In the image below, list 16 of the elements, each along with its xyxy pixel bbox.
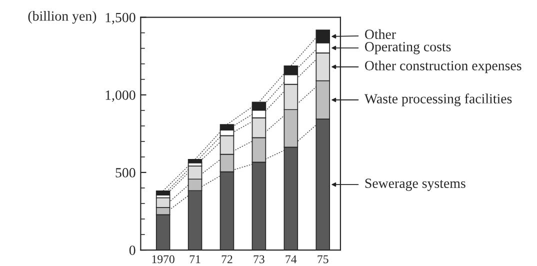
y-tick-label: 1,000	[106, 90, 136, 102]
legend-label: Waste processing facilities	[364, 94, 512, 106]
y-tick-label: 0	[129, 246, 136, 255]
x-tick-label: 75	[318, 255, 328, 264]
y-tick-label: 500	[116, 168, 136, 178]
legend-label: Other construction expenses	[365, 60, 522, 74]
x-tick-label: 72	[222, 255, 232, 264]
x-tick-label: 1970	[152, 255, 174, 264]
legend-label: Operating costs	[365, 42, 451, 54]
y-axis-title: (billion yen)	[28, 10, 96, 24]
legend-label: Other	[365, 29, 396, 39]
x-tick-label: 71	[190, 255, 200, 264]
legend-label: Sewerage systems	[365, 178, 466, 191]
x-tick-label: 74	[286, 255, 297, 264]
x-tick-label: 73	[254, 255, 264, 264]
y-tick-label: 1,500	[106, 12, 136, 24]
